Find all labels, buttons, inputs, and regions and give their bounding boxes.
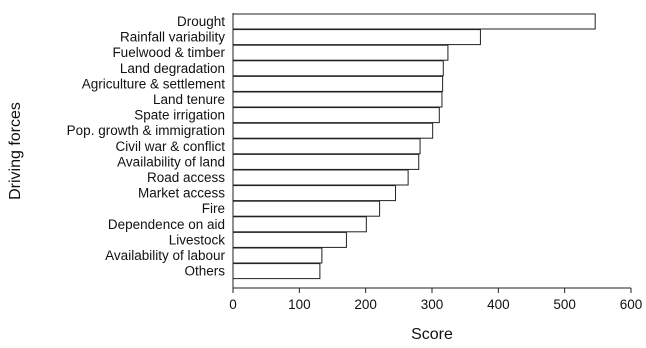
bar [232,185,397,202]
bar [232,75,444,92]
bar [232,169,409,186]
category-label: Drought [177,14,225,29]
bar [232,60,444,77]
category-label: Agriculture & settlement [82,76,226,91]
bar [232,107,440,124]
x-tick-label: 300 [421,297,444,312]
x-ticks: 0 100 200 300 400 500 600 [229,288,642,312]
bars-layer [232,13,596,280]
x-tick-label: 100 [288,297,311,312]
bar [232,231,347,248]
bar [232,247,323,264]
bar [232,153,420,170]
category-label: Road access [147,170,225,185]
bar [232,29,481,46]
category-label: Dependence on aid [108,217,225,232]
bar [232,263,321,280]
category-label: Land tenure [153,92,225,107]
x-tick-label: 400 [487,297,510,312]
y-axis-title: Driving forces [7,102,24,200]
category-label: Rainfall variability [120,30,225,45]
category-label: Pop. growth & immigration [67,123,225,138]
bar [232,13,596,30]
category-label: Fuelwood & timber [112,45,225,60]
category-label: Others [184,264,225,279]
category-label: Spate irrigation [134,108,225,123]
x-tick-label: 200 [354,297,377,312]
bar [232,216,367,233]
category-label: Land degradation [120,61,225,76]
category-label: Availability of labour [105,248,225,263]
bar [232,122,434,139]
bar [232,44,449,61]
bar [232,138,421,155]
bar [232,200,381,217]
x-tick-label: 0 [229,297,237,312]
bar [232,91,443,108]
category-label: Livestock [169,232,226,247]
x-tick-label: 500 [553,297,576,312]
category-label: Availability of land [117,154,225,169]
category-label: Civil war & conflict [115,139,225,154]
x-tick-label: 600 [620,297,643,312]
category-label: Fire [202,201,225,216]
x-axis-title: Score [411,326,453,343]
category-label: Market access [138,186,225,201]
